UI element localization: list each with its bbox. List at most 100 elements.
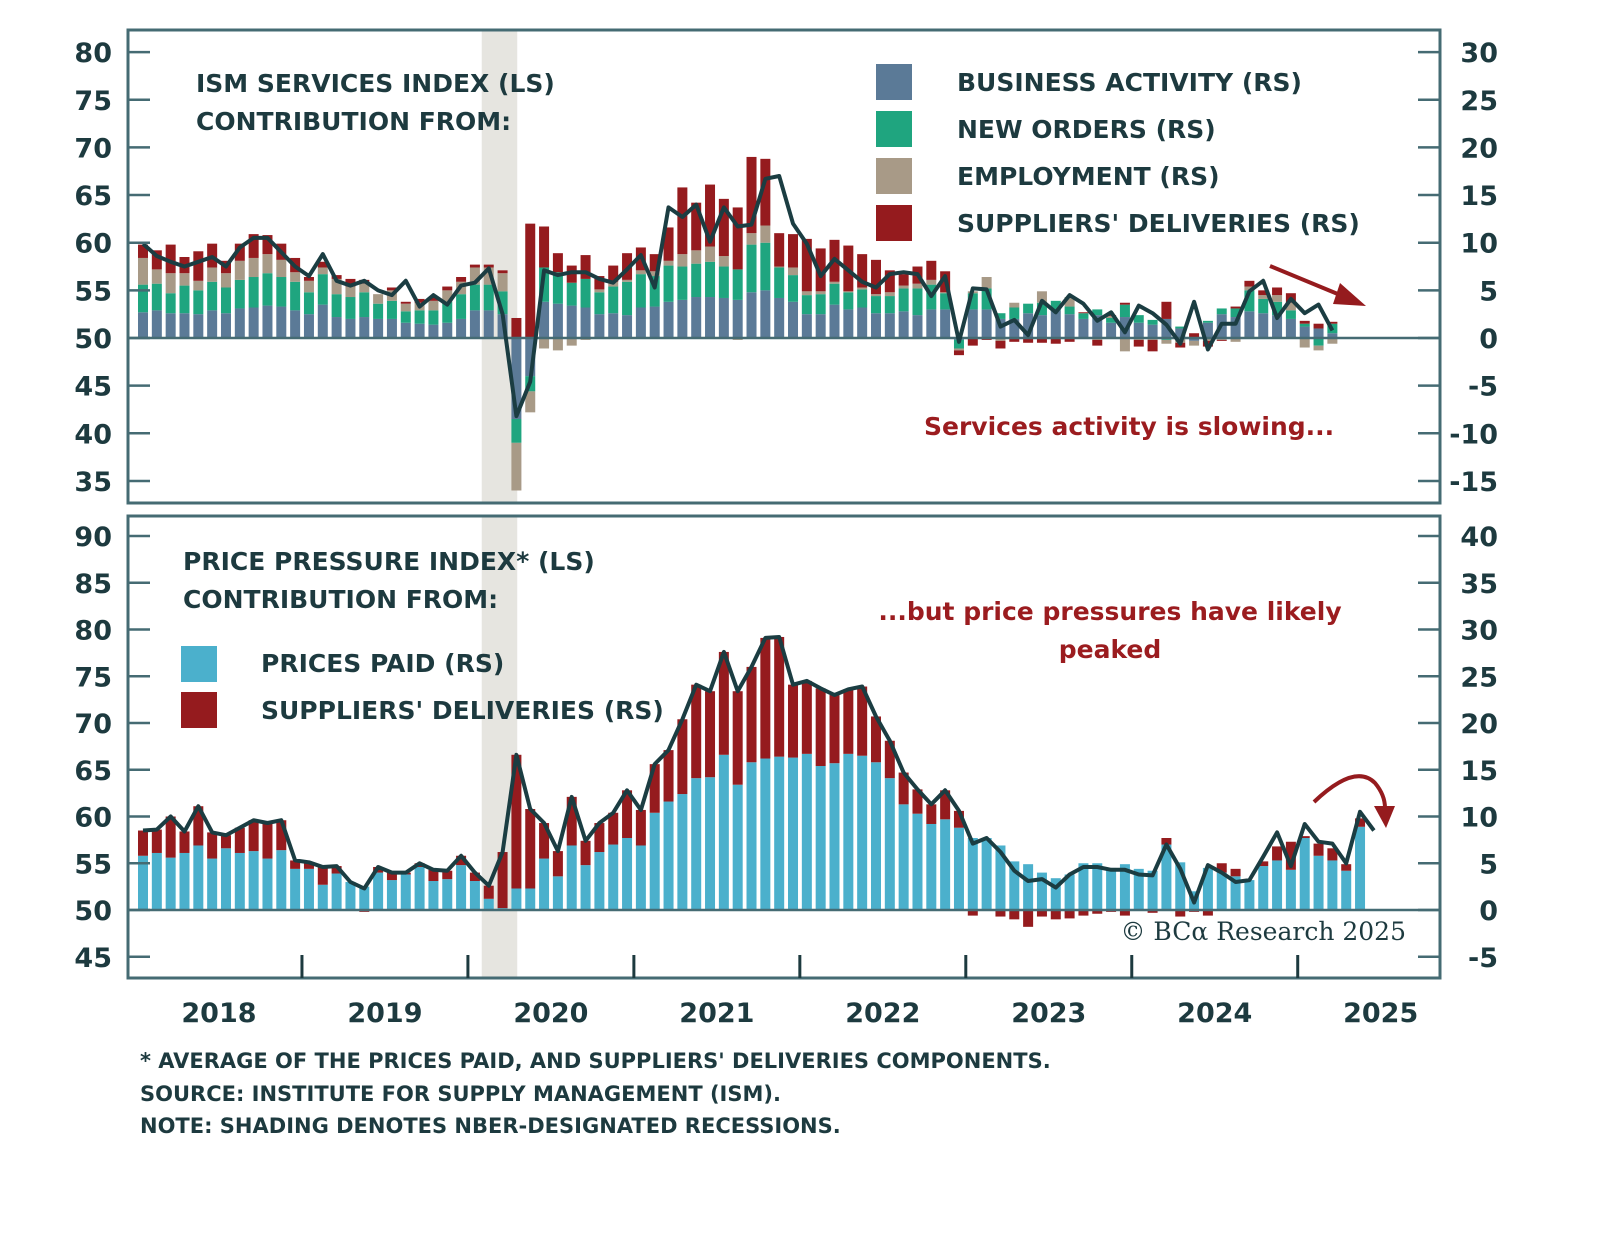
top-bar-new-orders-rs [608, 286, 619, 314]
top-bar-business-activity-rs [677, 299, 688, 338]
x-year-label: 2018 [181, 998, 256, 1029]
top-bar-new-orders-rs [1064, 306, 1075, 315]
top-bar-new-orders-rs [774, 267, 785, 298]
top-bar-new-orders-rs [1133, 315, 1144, 323]
bottom-bar-prices-paid-rs [1313, 855, 1324, 910]
top-bar-new-orders-rs [594, 292, 605, 315]
bottom-bar-prices-paid-rs [774, 756, 785, 910]
bottom-bar-suppliers-deliveries-rs [290, 860, 301, 869]
bottom-bar-suppliers-deliveries-rs [234, 827, 245, 853]
top-bar-suppliers-deliveries-rs [552, 253, 563, 273]
top-bar-employment-rs [663, 260, 674, 266]
top-bar-business-activity-rs [788, 301, 799, 338]
bottom-bar-prices-paid-rs [926, 823, 937, 910]
bottom-bar-suppliers-deliveries-rs [1327, 848, 1338, 861]
bottom-bar-prices-paid-rs [511, 888, 522, 910]
top-bar-new-orders-rs [898, 288, 909, 312]
bottom-bar-prices-paid-rs [1327, 860, 1338, 910]
bottom-bar-prices-paid-rs [483, 898, 494, 910]
top-index-line [141, 174, 1335, 419]
top-left-tick-label: 60 [74, 229, 112, 260]
bottom-bar-prices-paid-rs [580, 865, 591, 910]
x-year-label: 2022 [845, 998, 920, 1029]
bottom-bar-prices-paid-rs [1299, 838, 1310, 910]
top-bar-business-activity-rs [303, 314, 314, 338]
bottom-bar-suppliers-deliveries-rs [926, 804, 937, 824]
top-bar-business-activity-rs [1092, 315, 1103, 338]
top-bar-suppliers-deliveries-rs [1064, 338, 1075, 342]
top-bar-new-orders-rs [801, 295, 812, 315]
top-bar-new-orders-rs [649, 276, 660, 307]
bottom-bar-suppliers-deliveries-rs [428, 869, 439, 882]
bottom-bar-prices-paid-rs [456, 865, 467, 910]
bottom-bar-prices-paid-rs [746, 762, 757, 910]
bottom-bar-suppliers-deliveries-rs [1299, 836, 1310, 839]
bottom-bar-prices-paid-rs [1119, 864, 1130, 910]
top-bar-employment-rs [1230, 338, 1241, 342]
top-bar-business-activity-rs [345, 318, 356, 338]
legend-swatch-suppliers-deliveries-bottom [181, 692, 217, 728]
bottom-bar-suppliers-deliveries-rs [732, 691, 743, 785]
top-right-tick-label: 25 [1460, 86, 1498, 117]
bottom-bar-suppliers-deliveries-rs [801, 680, 812, 754]
top-bar-business-activity-rs [1272, 315, 1283, 338]
top-left-tick-label: 65 [74, 181, 112, 212]
top-left-tick-label: 35 [74, 467, 112, 498]
bottom-bar-prices-paid-rs [953, 827, 964, 910]
top-bar-employment-rs [1189, 340, 1200, 346]
top-bar-suppliers-deliveries-rs [469, 264, 480, 268]
top-bar-employment-rs [539, 338, 550, 349]
top-bar-suppliers-deliveries-rs [497, 270, 508, 274]
top-bar-business-activity-rs [373, 318, 384, 338]
top-bar-suppliers-deliveries-rs [1299, 320, 1310, 324]
top-bar-suppliers-deliveries-rs [511, 317, 522, 338]
top-bar-suppliers-deliveries-rs [1092, 339, 1103, 346]
top-bar-employment-rs [179, 273, 190, 286]
top-bar-employment-rs [400, 303, 411, 312]
bottom-legend: PRICES PAID (RS) SUPPLIERS' DELIVERIES (… [181, 646, 664, 728]
top-bar-employment-rs [940, 292, 951, 294]
top-bar-suppliers-deliveries-rs [1119, 302, 1130, 305]
legend-swatch-employment [876, 158, 912, 194]
top-bar-business-activity-rs [552, 303, 563, 338]
top-bar-employment-rs [953, 348, 964, 351]
bottom-bar-suppliers-deliveries-rs [1175, 910, 1186, 917]
bottom-bar-suppliers-deliveries-rs [1050, 910, 1061, 920]
top-bar-suppliers-deliveries-rs [262, 235, 273, 255]
top-bar-business-activity-rs [138, 312, 148, 338]
bottom-bar-suppliers-deliveries-rs [1009, 910, 1020, 920]
top-bar-suppliers-deliveries-rs [193, 251, 204, 281]
bottom-bar-suppliers-deliveries-rs [1341, 864, 1352, 871]
bottom-bar-prices-paid-rs [1050, 878, 1061, 910]
top-bar-new-orders-rs [884, 296, 895, 314]
top-bar-suppliers-deliveries-rs [165, 244, 176, 274]
bottom-bar-suppliers-deliveries-rs [1230, 868, 1241, 877]
bottom-bar-prices-paid-rs [760, 758, 771, 910]
down-arrow-icon [1269, 264, 1366, 306]
bottom-right-tick-label: 15 [1460, 756, 1498, 787]
bottom-bar-suppliers-deliveries-rs [552, 851, 563, 877]
bottom-right-tick-label: 30 [1460, 616, 1498, 647]
top-bar-new-orders-rs [220, 287, 231, 314]
top-bar-employment-rs [303, 280, 314, 293]
top-bar-employment-rs [705, 246, 716, 262]
bottom-bar-prices-paid-rs [193, 845, 204, 910]
bottom-bar-prices-paid-rs [912, 813, 923, 910]
bottom-bar-suppliers-deliveries-rs [1036, 910, 1047, 917]
bottom-bar-suppliers-deliveries-rs [165, 816, 176, 858]
top-bar-employment-rs [884, 292, 895, 297]
legend-label-suppliers-deliveries-bottom: SUPPLIERS' DELIVERIES (RS) [261, 696, 664, 725]
top-bar-business-activity-rs [967, 309, 978, 338]
top-bar-business-activity-rs [1133, 322, 1144, 338]
top-bar-suppliers-deliveries-rs [594, 276, 605, 290]
bottom-bar-prices-paid-rs [165, 857, 176, 910]
top-left-tick-label: 45 [74, 372, 112, 403]
bottom-bar-prices-paid-rs [843, 753, 854, 910]
bottom-bar-suppliers-deliveries-rs [220, 835, 231, 849]
top-bar-employment-rs [774, 266, 785, 268]
top-bar-employment-rs [469, 267, 480, 285]
top-bar-business-activity-rs [774, 297, 785, 338]
top-bar-suppliers-deliveries-rs [1078, 312, 1089, 314]
bottom-right-tick-label: 40 [1460, 522, 1498, 553]
bottom-right-tick-label: 5 [1479, 849, 1498, 880]
